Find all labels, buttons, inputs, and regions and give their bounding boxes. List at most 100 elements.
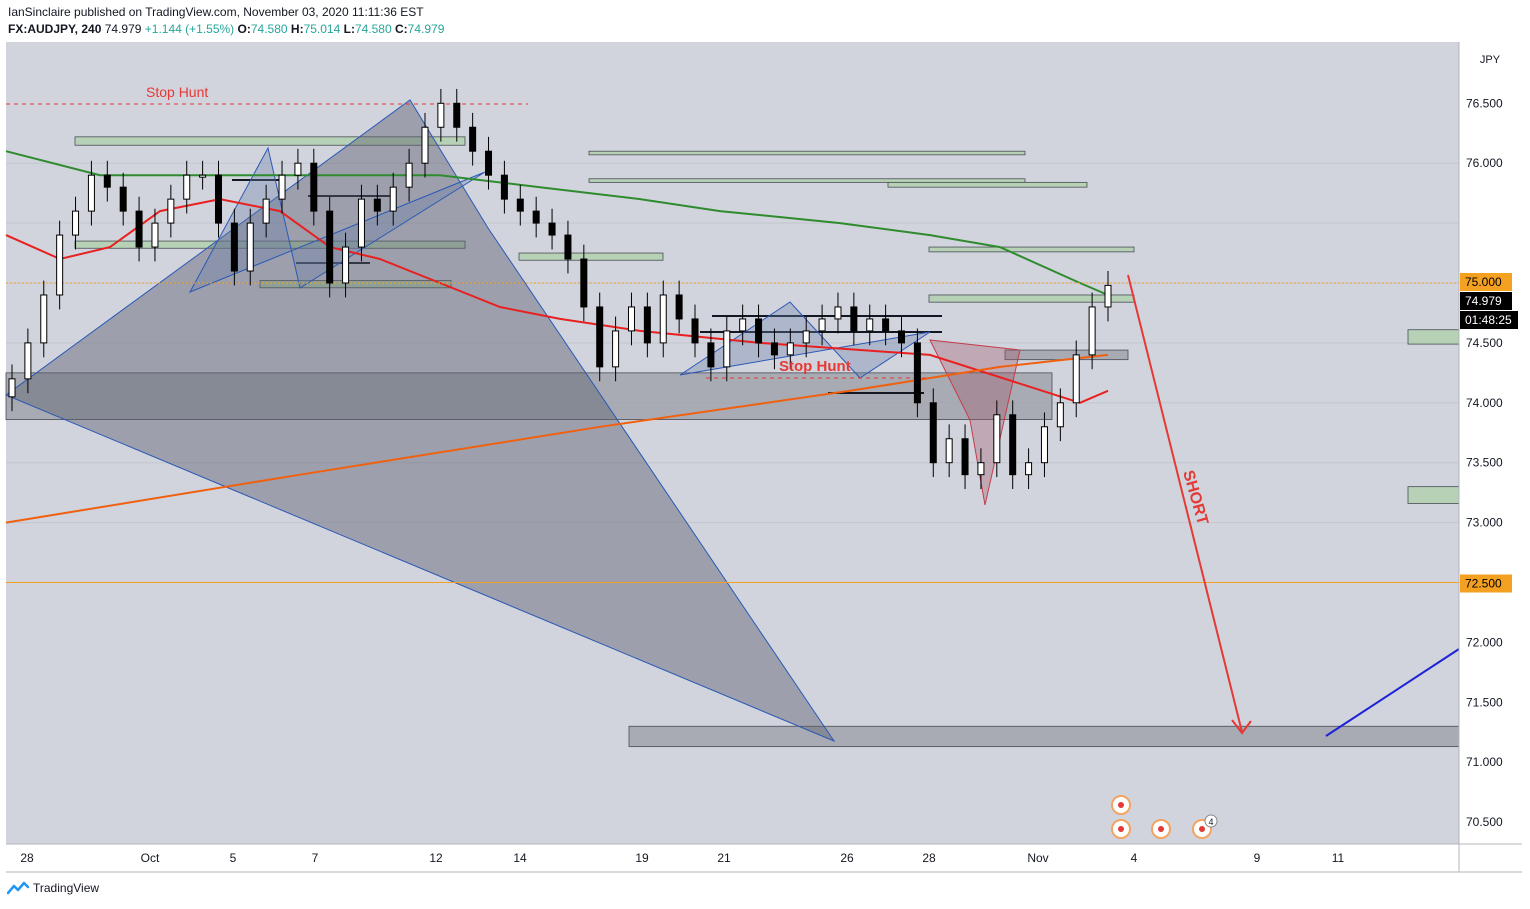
y-tick-label: 72.000 xyxy=(1466,635,1503,649)
candle-body xyxy=(72,210,80,236)
short-arrow-head xyxy=(1231,719,1252,735)
y-tick-label: 76.500 xyxy=(1466,96,1503,110)
zone-supply xyxy=(1407,486,1460,504)
candle-body xyxy=(151,222,159,248)
moving-average-line xyxy=(5,198,1109,404)
candle-body xyxy=(405,162,413,188)
candle-body xyxy=(389,186,397,212)
candle-body xyxy=(961,438,969,476)
candle-body xyxy=(167,198,175,224)
zone-supply xyxy=(887,181,1088,188)
y-tick-label: 76.000 xyxy=(1466,156,1503,170)
price-label-text: 74.979 xyxy=(1465,294,1502,308)
short-arrow-shaft xyxy=(1127,274,1243,733)
candle-body xyxy=(707,342,715,368)
candle-body xyxy=(1088,306,1096,356)
price-label-bg xyxy=(1460,574,1512,593)
y-tick-label: 71.000 xyxy=(1466,755,1503,769)
candle-body xyxy=(56,234,64,296)
y-axis-unit: JPY xyxy=(1480,54,1501,66)
high-value: 75.014 xyxy=(303,22,341,36)
pattern-small-right xyxy=(929,339,1021,506)
open-label: O: xyxy=(237,22,251,36)
candle-body xyxy=(612,330,620,368)
candle-body xyxy=(739,318,747,332)
x-tick-label: 21 xyxy=(717,851,731,865)
candle-body xyxy=(913,342,921,404)
candle-body xyxy=(24,342,32,380)
candle-body xyxy=(310,162,318,212)
zone-supply xyxy=(588,178,1026,183)
candle-body xyxy=(548,222,556,236)
x-tick-label: 14 xyxy=(513,851,527,865)
change-value: +1.144 (+1.55%) xyxy=(144,22,235,36)
event-marker-dot xyxy=(1158,826,1164,832)
candle-body xyxy=(882,318,890,332)
projection-line xyxy=(1325,648,1460,737)
tradingview-logo-icon xyxy=(7,881,29,895)
moving-average-line xyxy=(5,353,1109,524)
annotation-stop-hunt-2: Stop Hunt xyxy=(779,358,851,375)
x-tick-label: 5 xyxy=(230,851,237,865)
candle-body xyxy=(262,198,270,224)
y-tick-label: 74.500 xyxy=(1466,336,1503,350)
zone-supply xyxy=(74,240,466,249)
x-tick-label: 28 xyxy=(922,851,936,865)
candle-body xyxy=(929,402,937,464)
candle-body xyxy=(40,294,48,344)
annotation-stop-hunt-1: Stop Hunt xyxy=(146,84,208,100)
candle-body xyxy=(532,210,540,224)
candle-body xyxy=(596,306,604,368)
candle-body xyxy=(993,414,1001,464)
candle-body xyxy=(469,126,477,152)
candle-body xyxy=(755,318,763,344)
price-label-bg xyxy=(1460,311,1518,329)
candle-body xyxy=(119,186,127,212)
close-value: 74.979 xyxy=(407,22,445,36)
y-tick-label: 73.000 xyxy=(1466,516,1503,530)
candle-body xyxy=(199,174,207,178)
candle-body xyxy=(421,126,429,164)
candle-body xyxy=(214,174,222,224)
price-label-text: 01:48:25 xyxy=(1465,313,1512,327)
candle-body xyxy=(945,438,953,464)
event-count-badge xyxy=(1204,814,1218,828)
price-label-bg xyxy=(1460,273,1512,291)
y-tick-label: 71.500 xyxy=(1466,695,1503,709)
last-price: 74.979 xyxy=(104,22,142,36)
candle-body xyxy=(691,318,699,344)
y-tick-label: 74.000 xyxy=(1466,396,1503,410)
zone-supply xyxy=(518,252,664,261)
candle-body xyxy=(1056,402,1064,428)
candle-body xyxy=(500,174,508,200)
candle-body xyxy=(87,174,95,212)
low-label: L: xyxy=(343,22,355,36)
x-tick-label: Nov xyxy=(1027,851,1048,865)
candle-body xyxy=(659,294,667,344)
pattern-small-left xyxy=(188,146,486,293)
symbol-label[interactable]: FX:AUDJPY, 240 xyxy=(8,22,102,36)
x-tick-label: 9 xyxy=(1254,851,1261,865)
candle-body xyxy=(453,102,461,128)
zone-gray xyxy=(1004,349,1129,361)
candle-body xyxy=(1072,354,1080,404)
event-count-text: 4 xyxy=(1208,817,1213,827)
zone-gray xyxy=(5,372,1053,420)
zone-supply xyxy=(928,294,1135,303)
x-tick-label: Oct xyxy=(141,851,160,865)
event-marker-dot xyxy=(1199,826,1205,832)
x-tick-label: 26 xyxy=(840,851,854,865)
candle-body xyxy=(898,330,906,344)
close-label: C: xyxy=(395,22,408,36)
y-tick-label: 73.500 xyxy=(1466,456,1503,470)
ohlc-line: FX:AUDJPY, 240 74.979 +1.144 (+1.55%) O:… xyxy=(8,22,444,36)
x-tick-label: 28 xyxy=(20,851,34,865)
tradingview-footer[interactable]: TradingView xyxy=(7,881,99,895)
candle-body xyxy=(818,318,826,332)
zone-supply xyxy=(588,150,1026,156)
candle-body xyxy=(294,162,302,176)
price-label-text: 75.000 xyxy=(1465,275,1502,289)
y-tick-label: 70.500 xyxy=(1466,815,1503,829)
candle-body xyxy=(627,306,635,332)
